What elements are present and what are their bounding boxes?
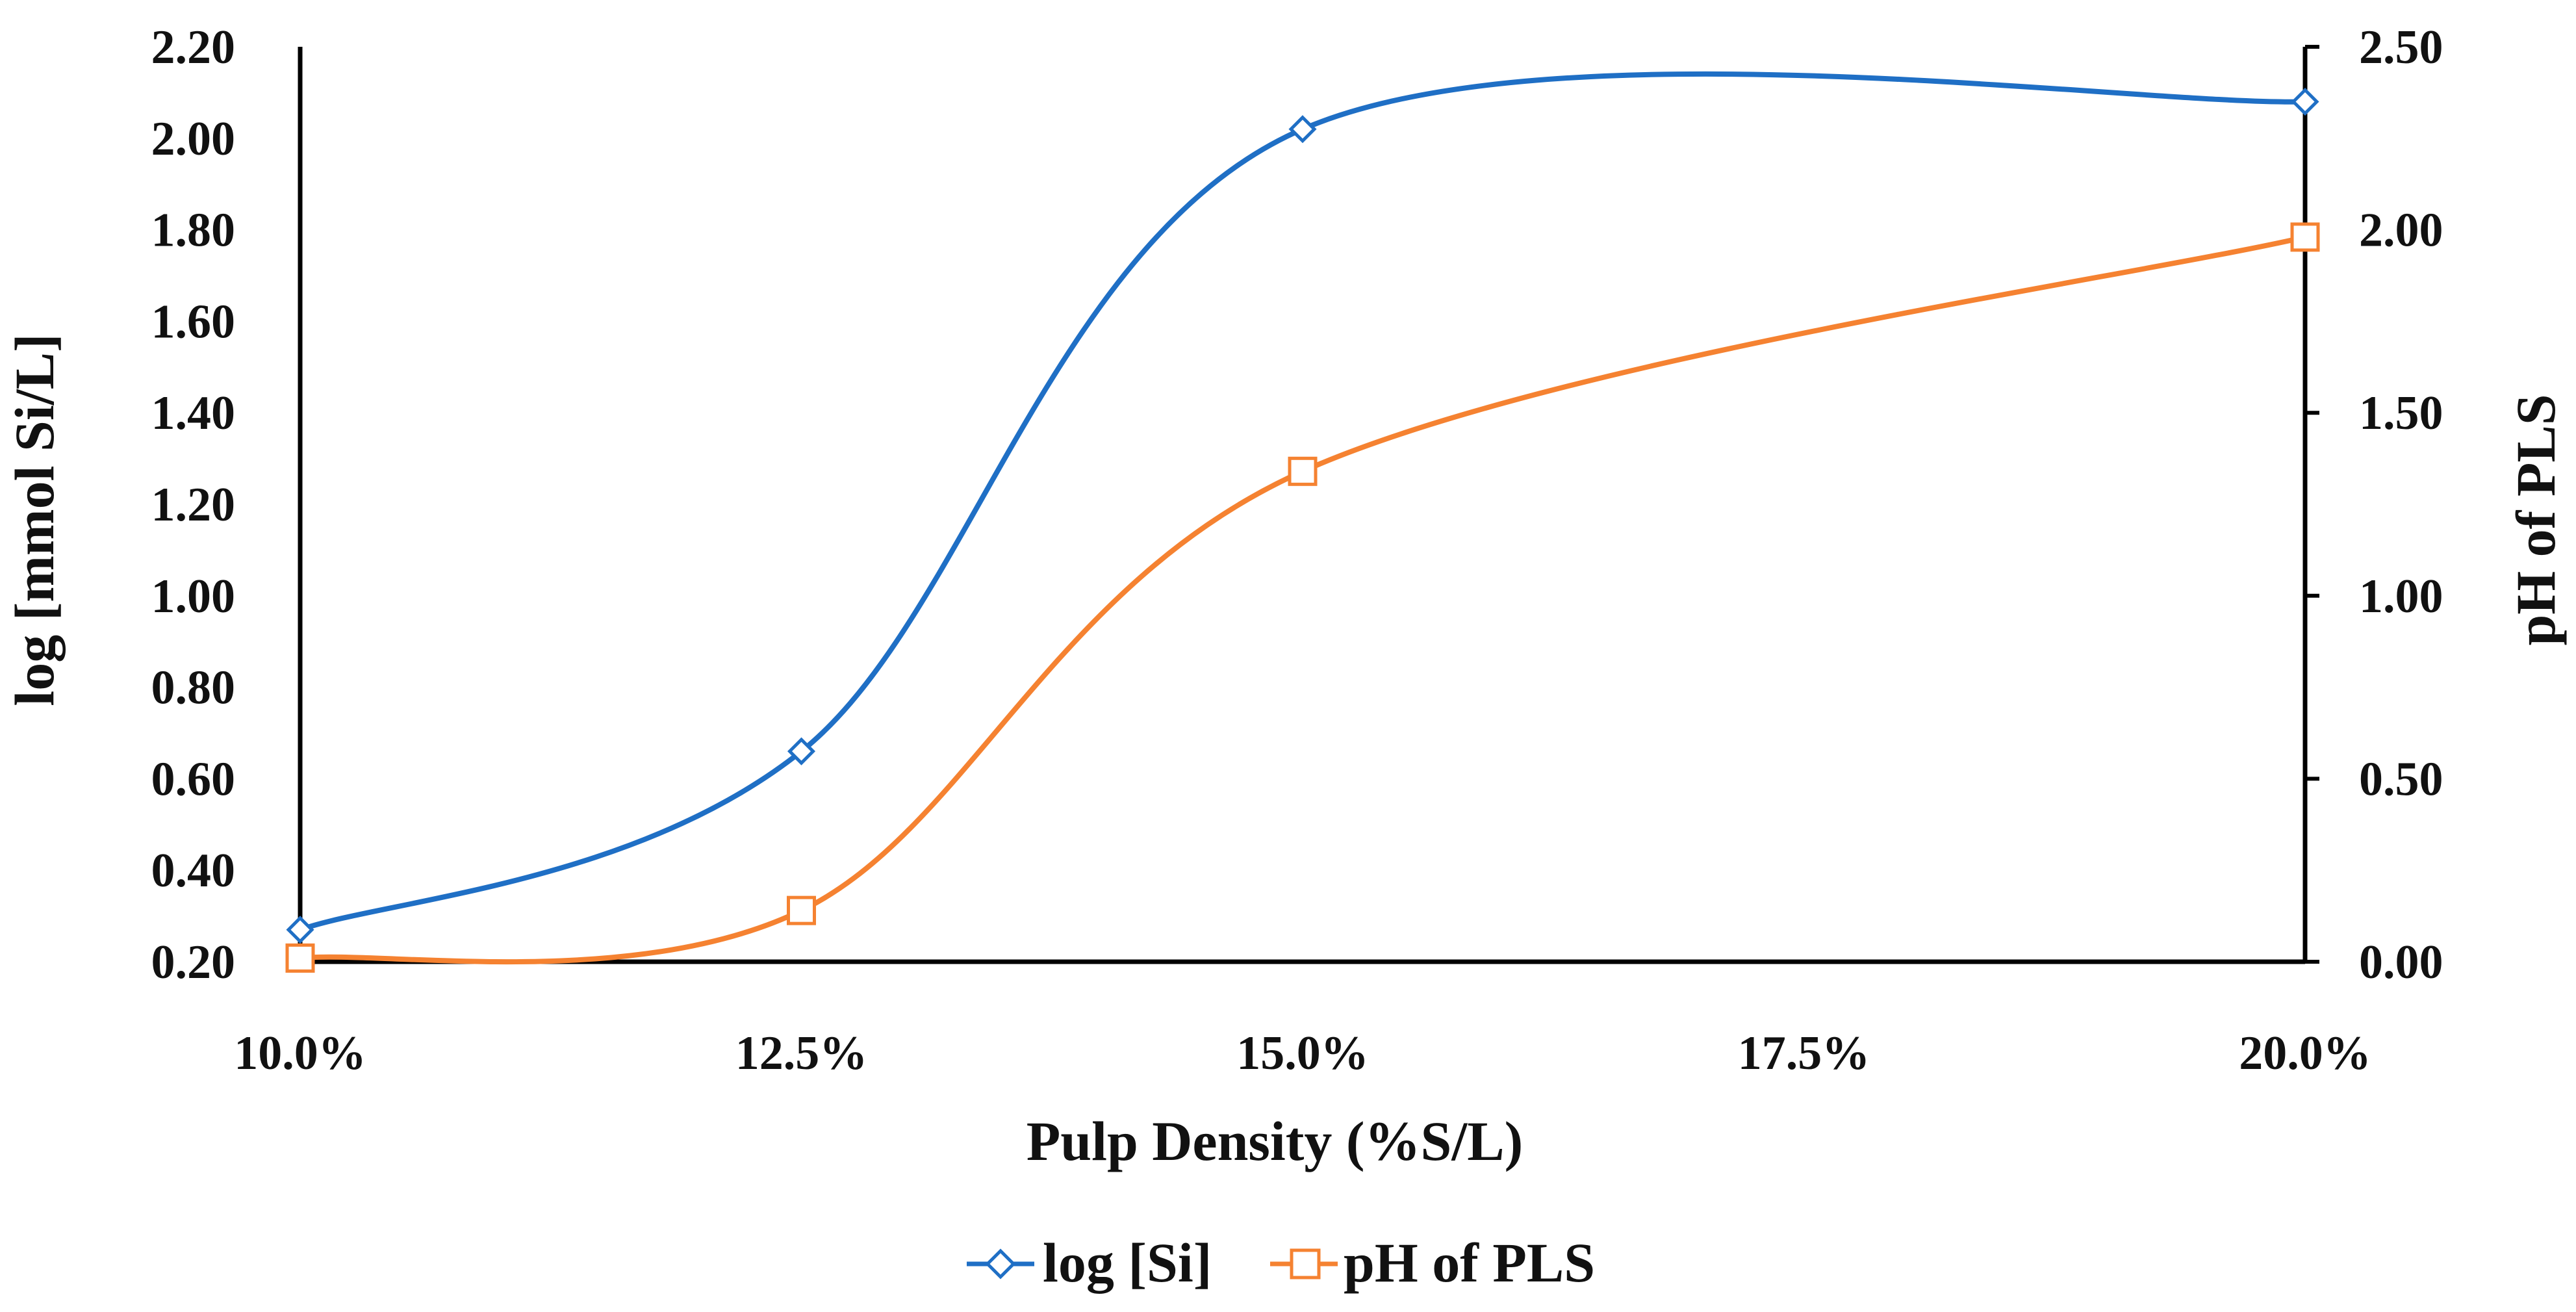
y-tick-label: 1.60 — [151, 295, 236, 348]
y-tick-label: 1.80 — [151, 204, 236, 257]
legend-item-ph-of-pls[interactable]: pH of PLS — [1270, 1231, 1595, 1294]
data-point-ph-of-pls — [1288, 456, 1318, 486]
y-tick-label: 1.20 — [151, 478, 236, 532]
legend-item-log-si[interactable]: log [Si] — [967, 1231, 1212, 1294]
x-tick-label: 17.5% — [1738, 1027, 1870, 1080]
x-tick-label: 15.0% — [1236, 1027, 1369, 1080]
x-tick-label: 10.0% — [234, 1027, 366, 1080]
y-tick-label: 1.40 — [151, 387, 236, 440]
y-tick-label: 0.20 — [151, 936, 236, 989]
y2-tick-label: 0.50 — [2359, 752, 2443, 806]
y-tick-label: 0.60 — [151, 752, 236, 806]
legend-label-log-si: log [Si] — [1043, 1231, 1212, 1294]
data-point-log-si — [1288, 115, 1317, 144]
data-point-ph-of-pls — [285, 943, 315, 973]
x-tick-label: 12.5% — [735, 1027, 868, 1080]
y-tick-label: 0.80 — [151, 662, 236, 715]
x-axis-title: Pulp Density (%S/L) — [1027, 1110, 1524, 1172]
axes — [298, 45, 2319, 964]
legend: log [Si] pH of PLS — [967, 1231, 1595, 1294]
data-point-log-si — [787, 737, 816, 765]
y-tick-label: 2.00 — [151, 112, 236, 166]
x-tick-label: 20.0% — [2239, 1027, 2371, 1080]
data-point-ph-of-pls — [2290, 222, 2320, 252]
series-layer — [285, 71, 2320, 973]
y-tick-label: 2.20 — [151, 21, 236, 74]
y2-tick-label: 1.00 — [2359, 570, 2443, 623]
y2-tick-label: 1.50 — [2359, 387, 2443, 440]
series-line-log-si — [298, 71, 2308, 933]
y2-axis-title: pH of PLS — [2505, 394, 2567, 645]
y2-tick-label: 0.00 — [2359, 936, 2443, 989]
y2-tick-label: 2.50 — [2359, 21, 2443, 74]
y-tick-label: 0.40 — [151, 844, 236, 897]
tick-labels: 0.20 0.40 0.60 0.80 1.00 1.20 1.40 1.60 1.80 2.00… — [151, 21, 2443, 1080]
y-axis-title: log [mmol Si/L] — [3, 333, 66, 706]
data-point-ph-of-pls — [787, 895, 816, 925]
legend-diamond-icon — [985, 1248, 1016, 1280]
y-tick-label: 1.00 — [151, 570, 236, 623]
data-point-log-si — [2291, 87, 2319, 116]
legend-square-icon — [1290, 1248, 1321, 1280]
series-line-ph-of-pls — [298, 234, 2308, 965]
y2-tick-label: 2.00 — [2359, 204, 2443, 257]
data-point-log-si — [286, 916, 314, 944]
legend-label-ph-of-pls: pH of PLS — [1344, 1231, 1595, 1294]
